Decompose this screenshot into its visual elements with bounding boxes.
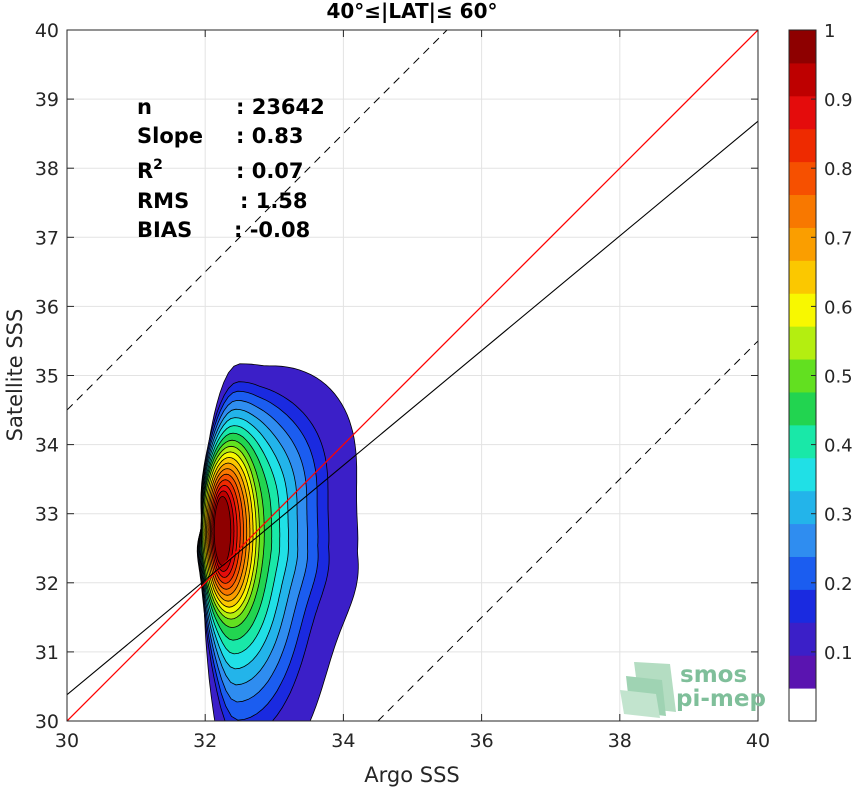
colorbar-segment — [789, 391, 816, 426]
y-tick-label: 38 — [35, 158, 59, 180]
stat-label: RMS — [137, 189, 189, 213]
chart-title: 40°≤|LAT|≤ 60° — [326, 0, 497, 23]
colorbar-tick-label: 0.2 — [824, 574, 853, 595]
colorbar-segment — [789, 260, 816, 294]
colorbar-segment — [789, 227, 816, 261]
colorbar-segment — [789, 457, 816, 492]
colorbar-segment — [789, 128, 816, 163]
density-level-19 — [213, 495, 232, 566]
colorbar-segment — [789, 424, 816, 459]
colorbar-tick-label: 0.4 — [824, 436, 853, 457]
colorbar-segment — [789, 523, 816, 557]
stat-label: n — [137, 95, 152, 119]
regression-line — [67, 120, 758, 696]
colorbar-tick-label: 0.5 — [824, 367, 853, 388]
x-tick-label: 38 — [608, 730, 632, 752]
upper-bound-line — [67, 30, 448, 411]
colorbar-segment — [789, 95, 816, 130]
logo-text-smos: smos — [680, 662, 747, 688]
stat-label: Slope — [137, 124, 203, 148]
y-tick-labels: 30 31 32 33 34 35 36 37 38 39 40 — [35, 20, 59, 733]
reference-lines — [67, 30, 758, 721]
y-tick-label: 37 — [35, 227, 59, 249]
colorbar-tick-label: 1 — [824, 21, 835, 42]
stat-slope: Slope : 0.83 — [137, 124, 304, 148]
x-tick-label: 34 — [331, 730, 355, 752]
y-tick-label: 40 — [35, 20, 59, 42]
stat-value: : 0.07 — [236, 159, 304, 183]
lower-bound-line — [377, 340, 758, 721]
colorbar-tick-label: 0.8 — [824, 159, 853, 180]
colorbar-segment — [789, 30, 816, 64]
stat-rms: RMS : 1.58 — [137, 189, 308, 213]
stat-value: : 0.83 — [236, 124, 304, 148]
colorbar-segment — [789, 688, 816, 722]
logo-text-pi-mep: pi-mep — [676, 686, 766, 712]
y-tick-label: 39 — [35, 89, 59, 111]
stat-value: : 1.58 — [240, 189, 308, 213]
identity-line — [67, 30, 758, 721]
y-axis-label: Satellite SSS — [3, 309, 27, 442]
grid — [66, 29, 759, 722]
stat-r: R2: 0.07 — [137, 157, 304, 183]
colorbar-segment — [789, 556, 816, 590]
colorbar-tick-label: 0.3 — [824, 505, 853, 526]
stat-value: : 23642 — [236, 95, 325, 119]
colorbar-segment — [789, 589, 816, 623]
colorbar-segment — [789, 194, 816, 228]
x-tick-label: 36 — [470, 730, 494, 752]
x-tick-label: 32 — [193, 730, 217, 752]
colorbar-tick-label: 0.1 — [824, 643, 853, 664]
x-tick-label: 40 — [746, 730, 770, 752]
y-tick-label: 35 — [35, 366, 59, 388]
y-tick-label: 34 — [35, 435, 59, 457]
colorbar-tick-label: 0.7 — [824, 228, 853, 249]
colorbar-segment — [789, 326, 816, 360]
y-tick-label: 36 — [35, 296, 59, 318]
colorbar-segment — [789, 655, 816, 689]
stat-value: : -0.08 — [234, 218, 310, 242]
colorbar-tick-label: 0.9 — [824, 90, 853, 111]
colorbar-segment — [789, 62, 816, 97]
stat-label: BIAS — [137, 218, 192, 242]
colorbar — [788, 29, 817, 722]
logo-waves-icon — [620, 662, 676, 718]
colorbar-segment — [789, 293, 816, 327]
colorbar-tick-label: 0.6 — [824, 297, 853, 318]
y-tick-label: 33 — [35, 504, 59, 526]
stat-bias: BIAS : -0.08 — [137, 218, 310, 242]
density-contours — [196, 363, 359, 721]
colorbar-tick-labels: 0.1 0.2 0.3 0.4 0.5 0.6 0.7 0.8 0.9 1 — [824, 21, 853, 664]
stats-annotation: n : 23642 Slope : 0.83 R2: 0.07 RMS : 1.58 BIAS… — [137, 95, 325, 242]
x-tick-labels: 30 32 34 36 38 40 — [55, 730, 770, 752]
colorbar-segment — [789, 490, 816, 525]
x-tick-label: 30 — [55, 730, 79, 752]
stat-n: n : 23642 — [137, 95, 325, 119]
y-tick-label: 30 — [35, 711, 59, 733]
colorbar-segment — [789, 161, 816, 196]
y-tick-label: 31 — [35, 642, 59, 664]
smos-pi-mep-logo: smos pi-mep — [620, 662, 766, 718]
axis-ticks — [66, 29, 759, 722]
x-axis-label: Argo SSS — [364, 763, 459, 787]
colorbar-segment — [789, 622, 816, 656]
y-tick-label: 32 — [35, 573, 59, 595]
